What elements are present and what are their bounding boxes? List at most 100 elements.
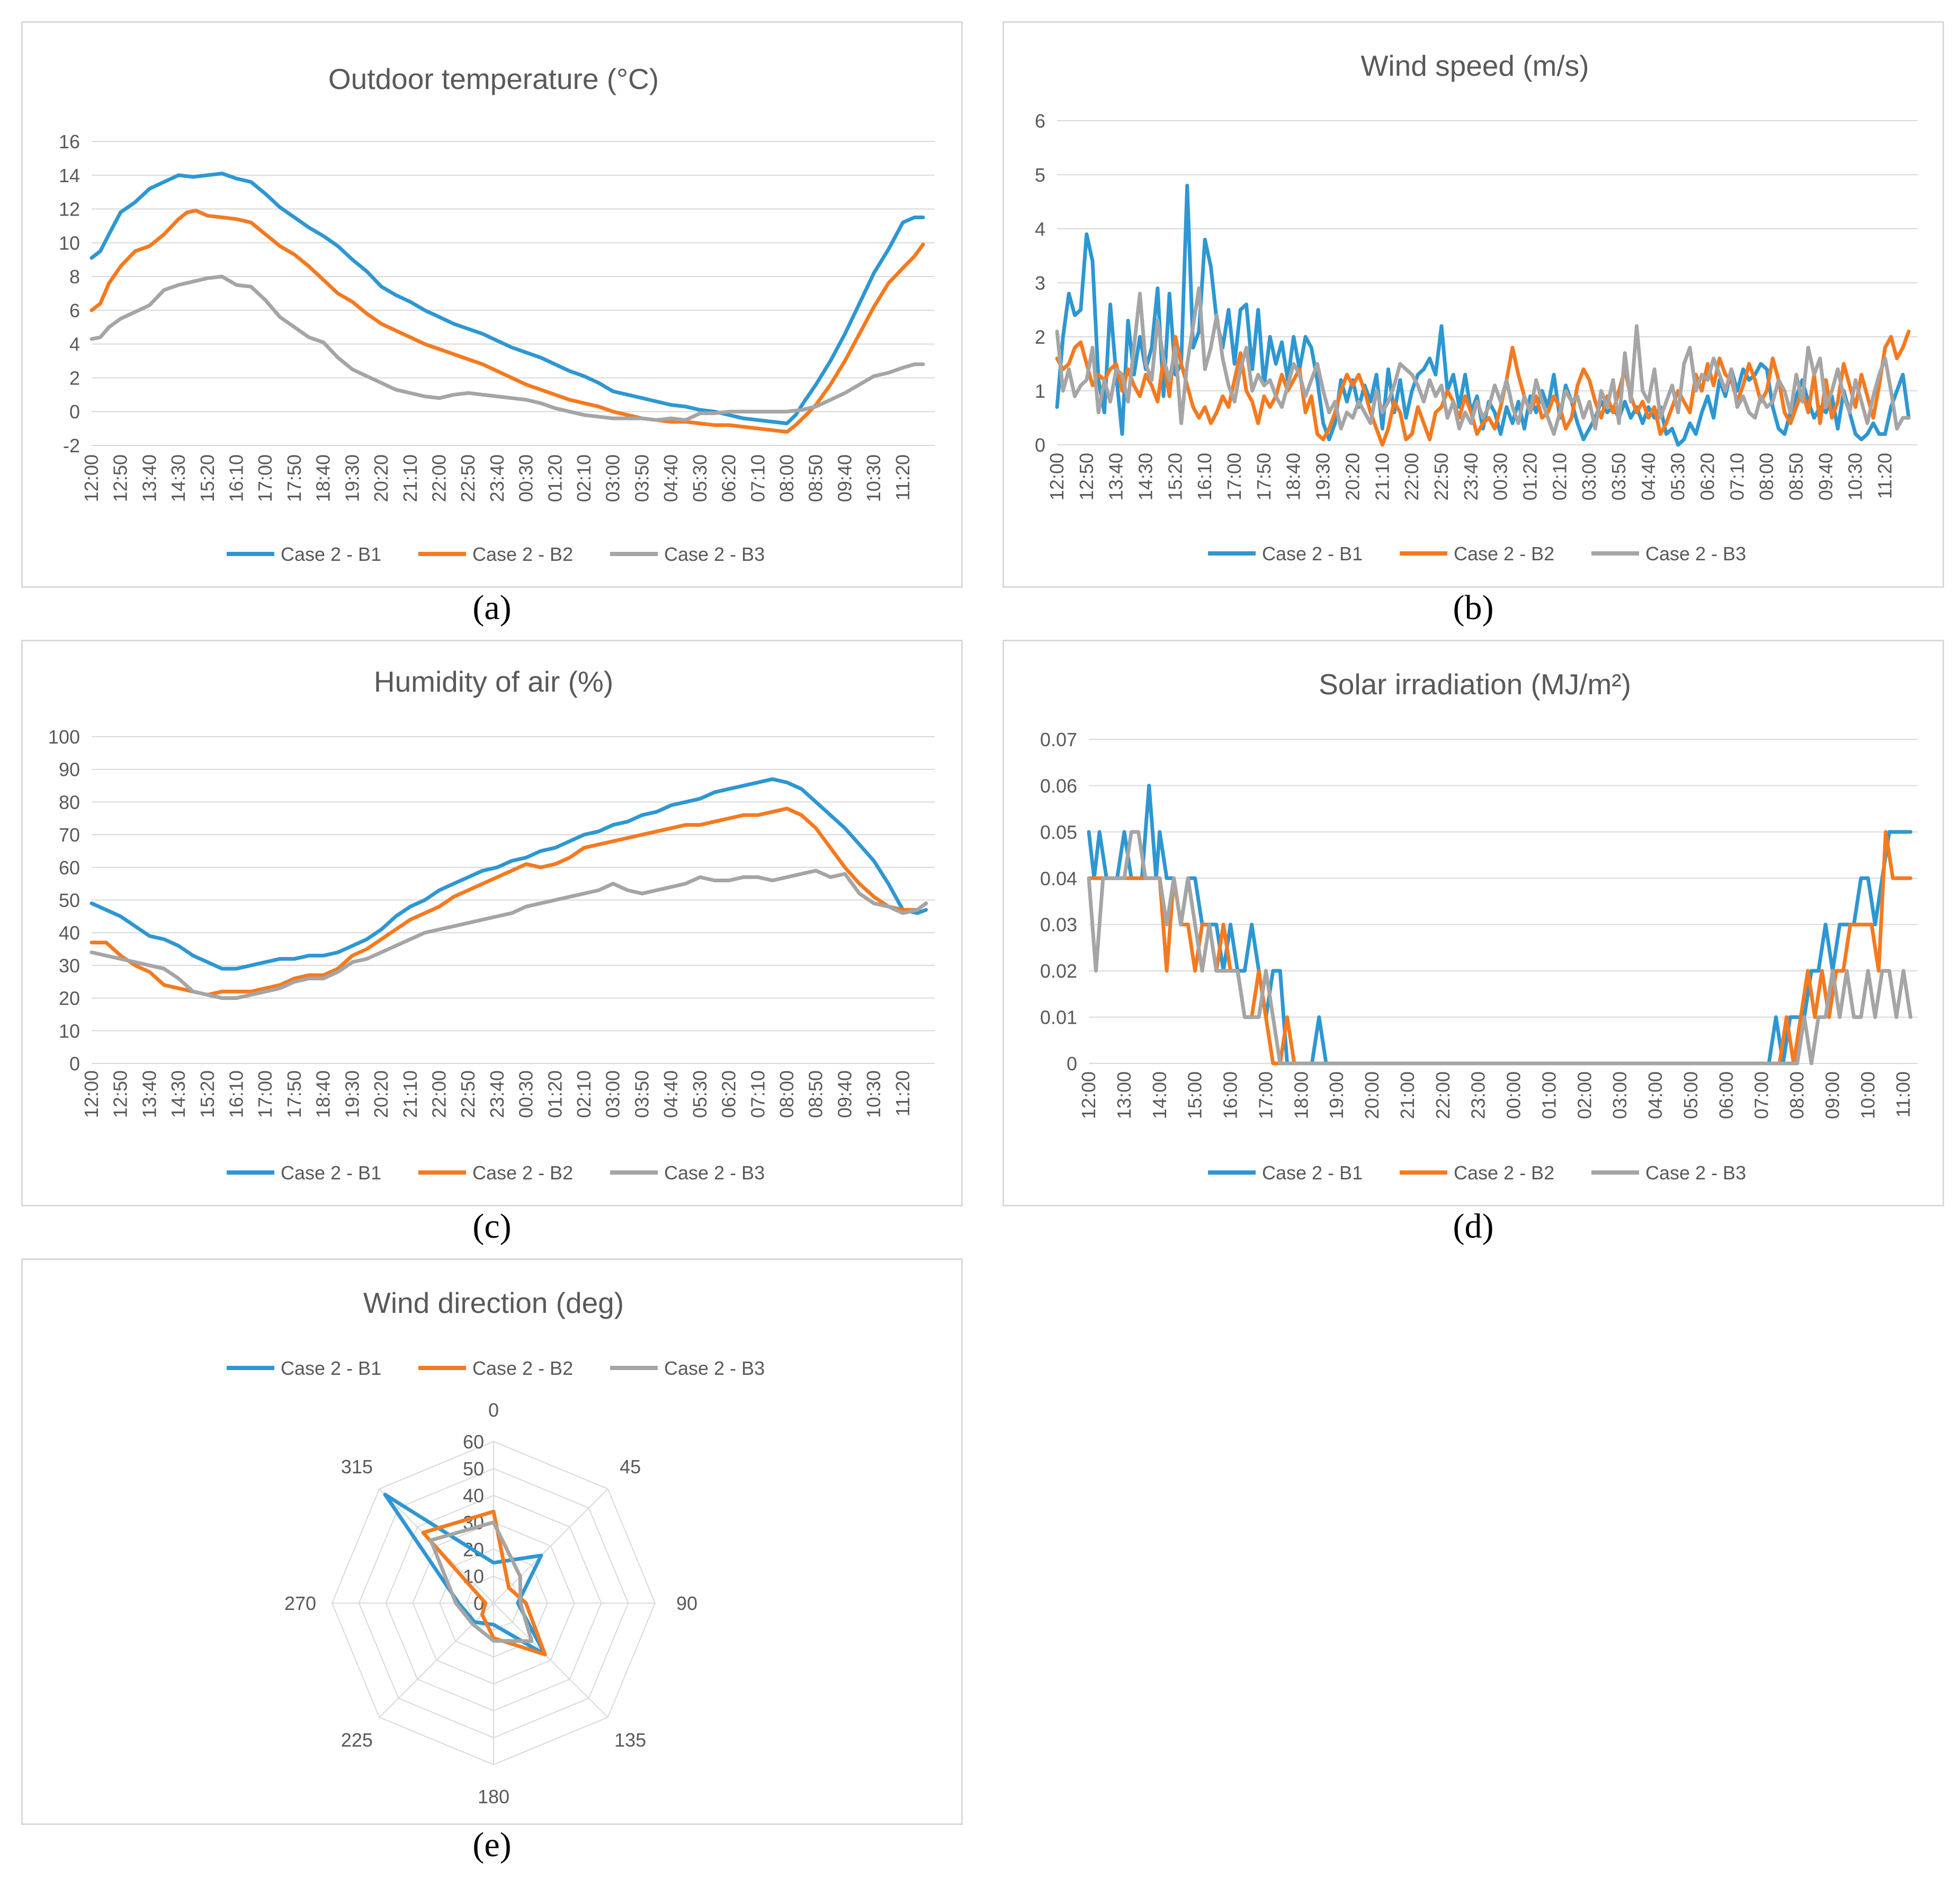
x-tick-label: 12:00 bbox=[80, 454, 102, 502]
x-tick-label: 03:00 bbox=[602, 1070, 624, 1118]
x-tick-label: 12:00 bbox=[1078, 1071, 1099, 1119]
series-line-b1 bbox=[90, 777, 928, 971]
series-line-b2 bbox=[90, 807, 928, 997]
x-tick-label: 08:00 bbox=[776, 1070, 798, 1118]
radar-series-b2 bbox=[421, 1509, 547, 1657]
legend-label-b3: Case 2 - B3 bbox=[664, 1357, 765, 1379]
x-tick-label: 08:50 bbox=[1785, 453, 1807, 500]
legend-label-b3: Case 2 - B3 bbox=[1645, 543, 1746, 565]
x-tick-label: 12:50 bbox=[110, 1070, 131, 1118]
chart-title: Humidity of air (%) bbox=[374, 665, 613, 698]
x-tick-label: 05:30 bbox=[1667, 453, 1689, 500]
radar-spoke bbox=[493, 1603, 608, 1718]
y-tick-label: 60 bbox=[59, 857, 80, 879]
x-tick-label: 11:20 bbox=[1874, 453, 1896, 499]
radar-axis-label: 45 bbox=[620, 1456, 641, 1478]
x-tick-label: 04:40 bbox=[660, 454, 682, 502]
radar-axis-label: 225 bbox=[341, 1729, 373, 1751]
x-tick-label: 13:00 bbox=[1113, 1071, 1135, 1119]
legend-label-b1: Case 2 - B1 bbox=[281, 1357, 381, 1379]
series-line-b3 bbox=[1087, 830, 1913, 1066]
caption-e: (e) bbox=[472, 1826, 512, 1864]
x-tick-label: 12:50 bbox=[110, 454, 131, 502]
legend-label-b2: Case 2 - B2 bbox=[1454, 543, 1554, 565]
x-tick-label: 14:30 bbox=[1135, 453, 1157, 500]
y-tick-label: 0.02 bbox=[1040, 960, 1077, 982]
x-tick-label: 16:10 bbox=[226, 454, 247, 502]
x-tick-label: 21:00 bbox=[1397, 1071, 1418, 1119]
radar-series-b3 bbox=[428, 1520, 534, 1643]
x-tick-label: 00:30 bbox=[1490, 453, 1511, 500]
x-tick-label: 02:10 bbox=[573, 1070, 595, 1118]
x-tick-label: 03:00 bbox=[1609, 1071, 1631, 1119]
x-tick-label: 04:40 bbox=[660, 1070, 682, 1118]
y-tick-label: 90 bbox=[59, 759, 80, 781]
x-tick-label: 13:40 bbox=[138, 454, 160, 502]
y-tick-label: 0 bbox=[1035, 434, 1045, 456]
x-tick-label: 00:00 bbox=[1503, 1071, 1525, 1119]
y-tick-label: 16 bbox=[59, 131, 80, 153]
y-tick-label: 3 bbox=[1035, 272, 1045, 294]
series-line-b2 bbox=[90, 209, 925, 434]
x-tick-label: 20:20 bbox=[1341, 453, 1363, 500]
y-tick-label: 50 bbox=[59, 890, 80, 911]
x-tick-label: 02:00 bbox=[1573, 1071, 1595, 1119]
y-tick-label: 30 bbox=[59, 955, 80, 977]
x-tick-label: 15:20 bbox=[196, 1070, 218, 1118]
radar-tick-label: 40 bbox=[463, 1485, 484, 1507]
y-tick-label: 0 bbox=[1067, 1053, 1077, 1075]
x-tick-label: 17:50 bbox=[283, 454, 305, 502]
radar-tick-label: 60 bbox=[463, 1431, 484, 1453]
x-tick-label: 04:00 bbox=[1644, 1071, 1666, 1119]
x-tick-label: 22:00 bbox=[1432, 1071, 1454, 1119]
x-tick-label: 14:30 bbox=[167, 454, 189, 502]
y-tick-label: 10 bbox=[59, 1020, 80, 1042]
series-line-b1 bbox=[90, 172, 925, 425]
y-tick-label: 100 bbox=[48, 726, 80, 748]
x-tick-label: 17:50 bbox=[283, 1070, 305, 1118]
y-tick-label: 4 bbox=[1035, 218, 1045, 240]
x-tick-label: 08:00 bbox=[1786, 1071, 1808, 1119]
x-tick-label: 21:10 bbox=[399, 1070, 421, 1118]
x-tick-label: 17:00 bbox=[254, 1070, 276, 1118]
legend-label-b1: Case 2 - B1 bbox=[281, 543, 381, 565]
legend-label-b3: Case 2 - B3 bbox=[664, 1162, 765, 1184]
x-tick-label: 01:20 bbox=[544, 454, 566, 502]
radar-axis-label: 135 bbox=[614, 1729, 646, 1751]
radar-series-b1 bbox=[383, 1492, 547, 1657]
x-tick-label: 08:50 bbox=[805, 454, 827, 502]
y-tick-label: -2 bbox=[63, 435, 80, 457]
y-tick-label: 1 bbox=[1035, 380, 1045, 402]
x-tick-label: 22:50 bbox=[1430, 453, 1452, 500]
x-tick-label: 12:50 bbox=[1076, 453, 1097, 500]
x-tick-label: 07:00 bbox=[1751, 1071, 1773, 1119]
y-tick-label: 2 bbox=[69, 367, 80, 389]
radar-spoke bbox=[379, 1603, 494, 1718]
legend-label-b1: Case 2 - B1 bbox=[1262, 1162, 1363, 1184]
radar-tick-label: 10 bbox=[463, 1565, 484, 1587]
x-tick-label: 23:00 bbox=[1467, 1071, 1489, 1119]
legend-label-b2: Case 2 - B2 bbox=[472, 1162, 573, 1184]
outdoor-temperature-chart: Outdoor temperature (°C) -2 0 2 4 6 8 10 12 14 16 1… bbox=[59, 62, 935, 565]
x-tick-label: 05:30 bbox=[689, 454, 711, 502]
x-tick-label: 01:20 bbox=[544, 1070, 566, 1118]
x-tick-label: 17:50 bbox=[1253, 453, 1275, 500]
solar-irradiation-chart: Solar irradiation (MJ/m²) 0 0.01 0.02 0.03 0.… bbox=[1040, 668, 1918, 1184]
y-tick-label: 6 bbox=[69, 300, 80, 321]
y-tick-label: 0.06 bbox=[1040, 775, 1077, 797]
legend-label-b2: Case 2 - B2 bbox=[1454, 1162, 1554, 1184]
radar-axis-label: 270 bbox=[284, 1592, 316, 1614]
x-tick-label: 15:20 bbox=[1164, 453, 1186, 500]
chart-title: Wind direction (deg) bbox=[363, 1286, 624, 1319]
x-tick-label: 16:00 bbox=[1220, 1071, 1241, 1119]
y-tick-label: 0.03 bbox=[1040, 914, 1077, 936]
caption-d: (d) bbox=[1453, 1207, 1494, 1246]
x-tick-label: 13:40 bbox=[138, 1070, 160, 1118]
y-tick-label: 10 bbox=[59, 232, 80, 254]
x-tick-label: 07:10 bbox=[747, 454, 768, 502]
y-tick-label: 0 bbox=[69, 1053, 80, 1075]
x-tick-label: 03:00 bbox=[602, 454, 624, 502]
chart-panel-a: Outdoor temperature (°C) -2 0 2 4 6 8 10 12 14 16 1… bbox=[21, 21, 963, 588]
series-line-b1 bbox=[1087, 783, 1913, 1066]
x-tick-label: 21:10 bbox=[399, 454, 421, 502]
